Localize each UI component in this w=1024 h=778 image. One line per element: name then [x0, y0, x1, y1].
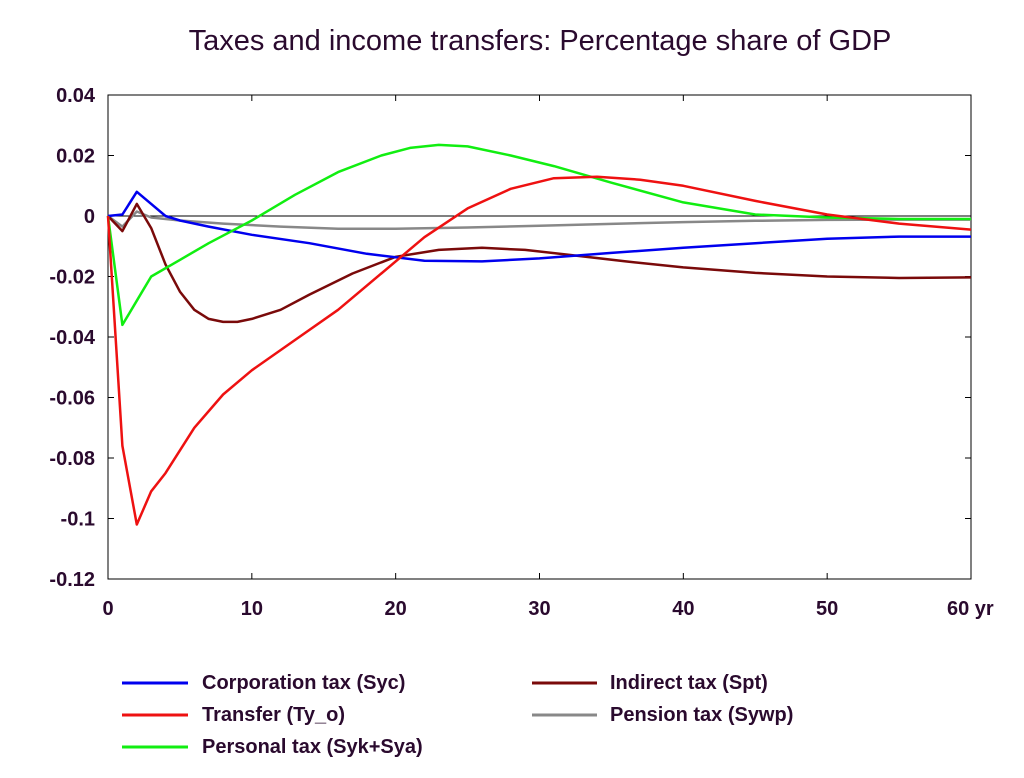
- plot-frame: [107, 94, 972, 580]
- y-tick-label: -0.12: [49, 569, 95, 591]
- legend: Corporation tax (Syc) Transfer (Ty_o) Pers…: [122, 672, 793, 758]
- y-tick-label: -0.02: [49, 267, 95, 289]
- x-tick-label: 40: [672, 598, 694, 620]
- series: [106, 143, 972, 526]
- y-tick-label: -0.1: [61, 509, 95, 531]
- y-tick-label: 0.04: [56, 85, 96, 107]
- x-tick-label: 60 yr: [947, 598, 994, 620]
- series-line-2: [106, 143, 971, 327]
- ticks: 0.04 0.02 0 -0.02 -0.04 -0.06 -0.08 -0.1 -0.12 0 1…: [49, 85, 994, 620]
- series-line-3: [107, 202, 972, 324]
- legend-label-2: Personal tax (Syk+Sya): [202, 736, 423, 758]
- x-tick-label: 20: [385, 598, 407, 620]
- legend-label-1: Transfer (Ty_o): [202, 704, 345, 726]
- series-line-4: [107, 210, 971, 230]
- series-line-1: [106, 175, 972, 526]
- y-tick-label: -0.04: [49, 327, 95, 349]
- y-tick-label: -0.08: [49, 448, 95, 470]
- legend-label-4: Pension tax (Sywp): [610, 704, 793, 726]
- x-tick-label: 10: [241, 598, 263, 620]
- legend-label-3: Indirect tax (Spt): [610, 672, 768, 694]
- y-tick-label: 0: [84, 206, 95, 228]
- y-tick-label: 0.02: [56, 146, 95, 168]
- x-tick-label: 0: [102, 598, 113, 620]
- x-tick-label: 30: [528, 598, 550, 620]
- legend-label-0: Corporation tax (Syc): [202, 672, 405, 694]
- x-tick-label: 50: [816, 598, 838, 620]
- y-tick-label: -0.06: [49, 388, 95, 410]
- chart-title: Taxes and income transfers: Percentage s…: [189, 25, 892, 57]
- series-line-0: [107, 190, 971, 263]
